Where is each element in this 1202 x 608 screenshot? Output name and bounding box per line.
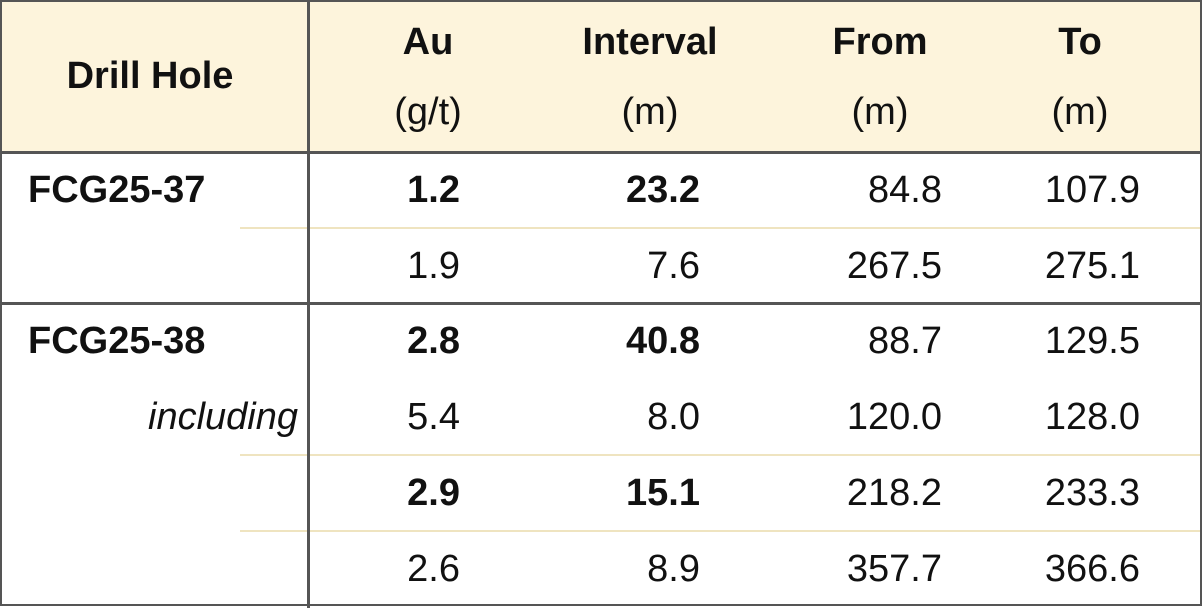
cell: 357.7 (846, 547, 942, 590)
drill-hole: FCG25-37 (28, 169, 206, 211)
drill-hole: FCG25-38 (28, 320, 206, 363)
cell: 8.9 (647, 547, 700, 590)
cell: 275.1 (1044, 244, 1140, 287)
cell: 366.6 (1044, 547, 1140, 590)
cell: 8.0 (647, 396, 700, 439)
cell: 88.7 (868, 320, 942, 363)
row-note: including (148, 396, 298, 439)
cell: 23.2 (626, 169, 700, 211)
header-text: Au (402, 21, 454, 63)
header-text: From (832, 21, 928, 63)
header-text: Interval (582, 21, 718, 63)
header-text: (m) (1051, 91, 1109, 133)
header-text: To (1058, 21, 1102, 63)
row-divider (0, 151, 1202, 154)
cell: 218.2 (846, 471, 942, 514)
cell: 84.8 (868, 169, 942, 211)
cell: 128.0 (1044, 396, 1140, 439)
cell: 2.8 (407, 320, 460, 363)
column-divider (307, 0, 310, 608)
header-text: Drill Hole (66, 55, 234, 97)
cell: 107.9 (1044, 169, 1140, 211)
header-background (0, 0, 1202, 152)
row-divider (240, 226, 1202, 229)
header-text: (g/t) (394, 91, 462, 133)
cell: 129.5 (1044, 320, 1140, 363)
cell: 1.9 (407, 244, 460, 287)
cell: 40.8 (626, 320, 700, 363)
cell: 120.0 (846, 396, 942, 439)
cell: 1.2 (407, 169, 460, 211)
row-divider (0, 302, 1202, 306)
cell: 267.5 (846, 244, 942, 287)
cell: 233.3 (1044, 471, 1140, 514)
header-text: (m) (621, 91, 679, 133)
header-text: (m) (851, 91, 909, 133)
cell: 2.9 (407, 471, 460, 514)
cell: 15.1 (626, 471, 700, 514)
cell: 7.6 (647, 244, 700, 287)
row-divider (240, 529, 1202, 532)
cell: 2.6 (407, 547, 460, 590)
row-divider (240, 453, 1202, 456)
cell: 5.4 (407, 396, 460, 439)
